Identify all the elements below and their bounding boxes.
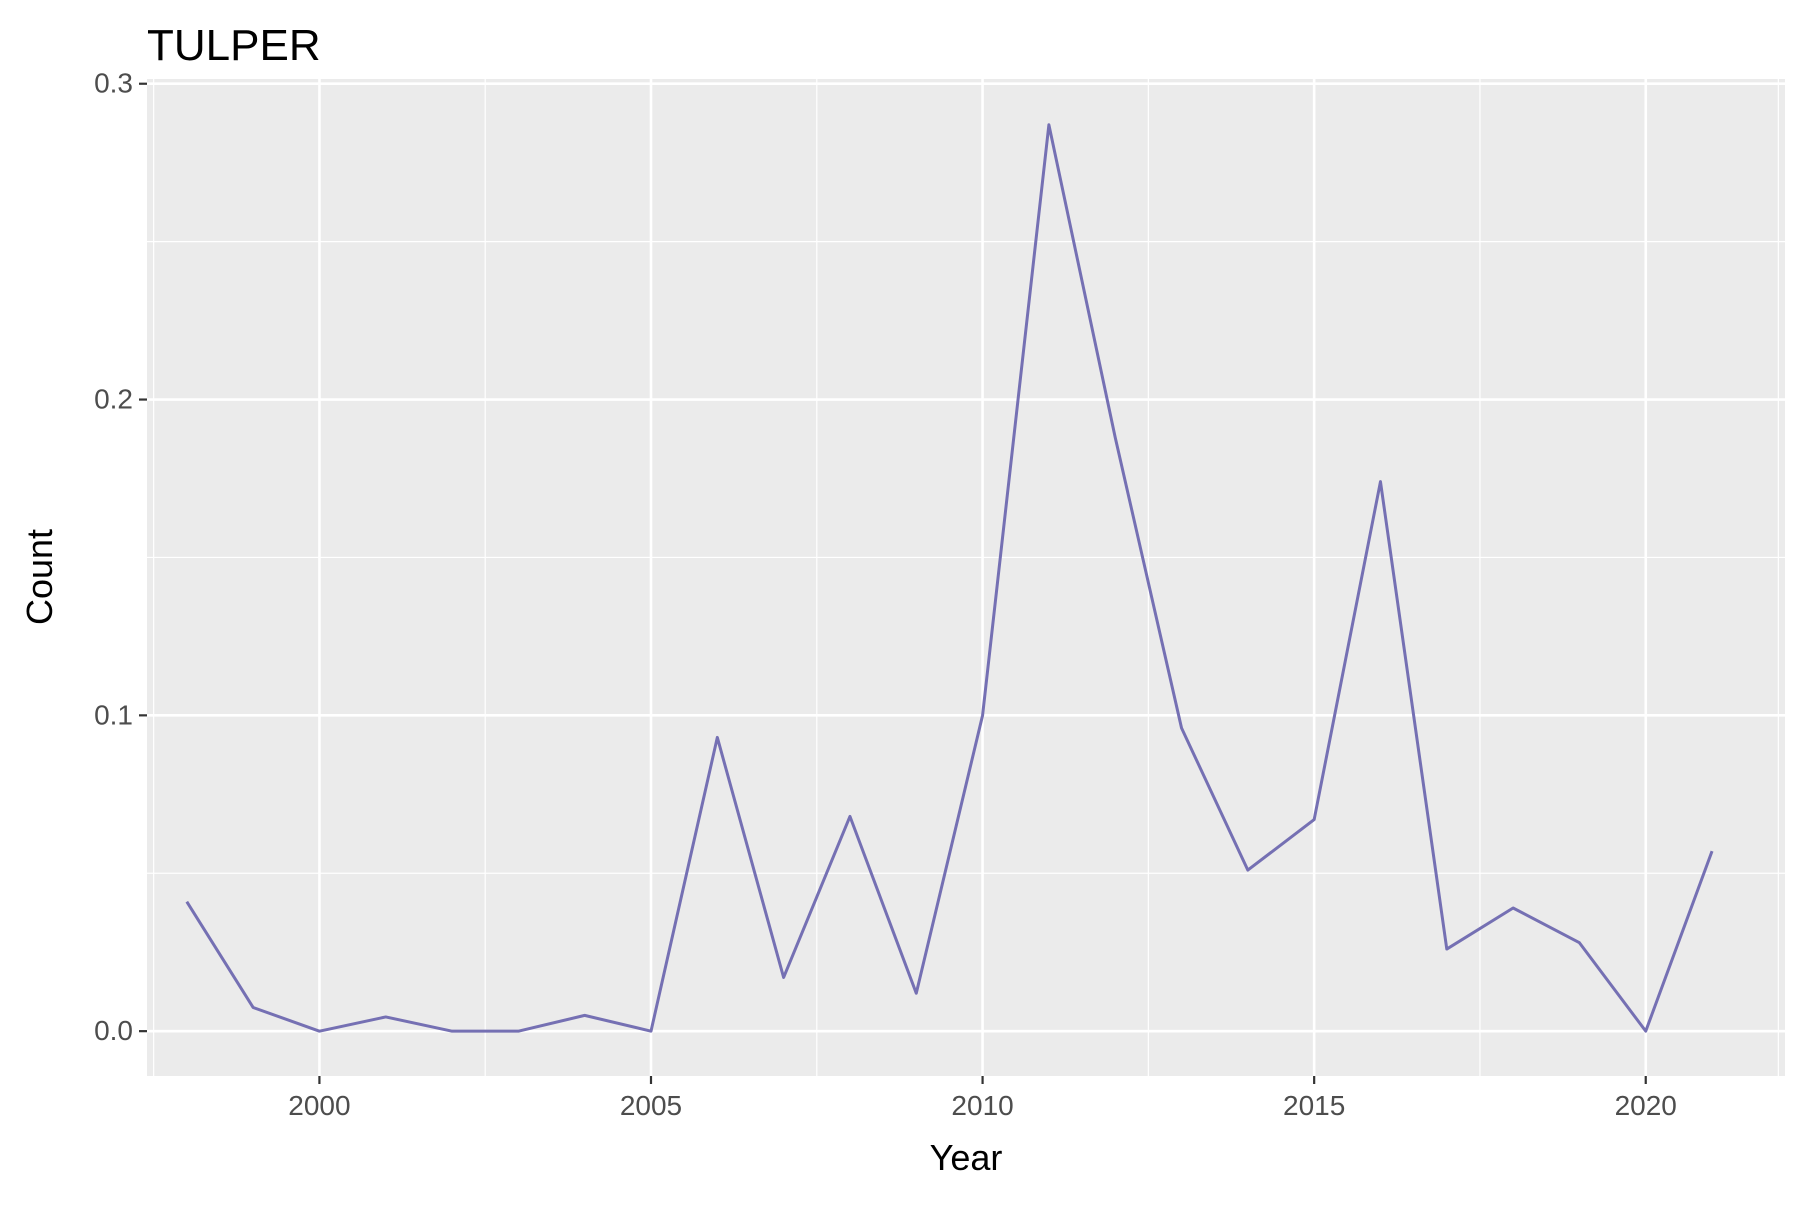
series-layer (185, 123, 1714, 1033)
y-tick-label: 0.1 (94, 699, 133, 730)
y-tick-label: 0.2 (94, 384, 133, 415)
x-tick-label: 2000 (288, 1090, 350, 1121)
x-tick-label: 2005 (620, 1090, 682, 1121)
x-axis: 2000 2005 2010 2015 2020 (288, 1076, 1677, 1121)
minor-gridlines (147, 79, 1785, 1076)
x-tick-label: 2010 (951, 1090, 1013, 1121)
x-tick-label: 2020 (1615, 1090, 1677, 1121)
major-gridlines (147, 79, 1785, 1076)
y-axis-title: Count (19, 529, 60, 625)
plot-panel (147, 79, 1785, 1076)
y-tick-label: 0.0 (94, 1015, 133, 1046)
y-tick-label: 0.3 (94, 68, 133, 99)
x-tick-label: 2015 (1283, 1090, 1345, 1121)
series-line (185, 123, 1714, 1033)
y-axis: 0.0 0.1 0.2 0.3 (94, 68, 147, 1046)
chart-title: TULPER (147, 21, 321, 70)
x-axis-title: Year (930, 1137, 1003, 1178)
